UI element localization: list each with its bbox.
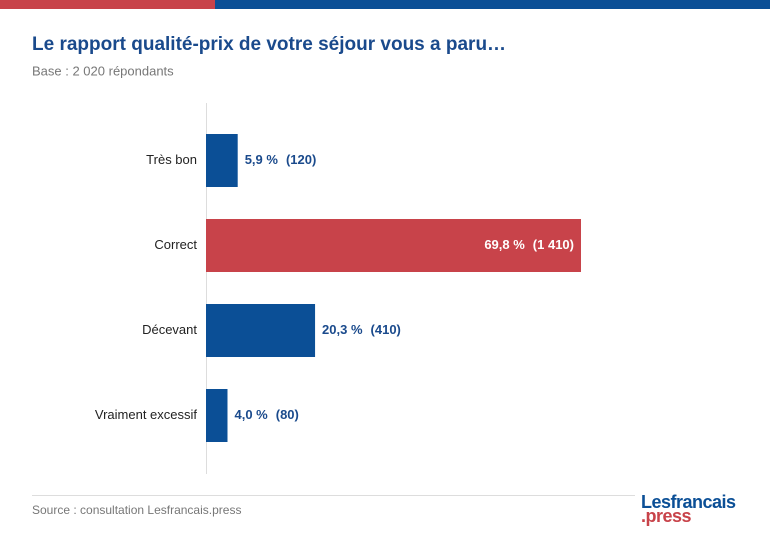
count-label: (120) — [286, 152, 316, 167]
logo: Lesfrancais — [641, 492, 736, 512]
chart-title: Le rapport qualité-prix de votre séjour … — [32, 34, 506, 55]
count-label: (1 410) — [533, 237, 574, 252]
top-bar-blue — [215, 0, 770, 9]
top-bar-red — [0, 0, 215, 9]
logo: .press — [641, 506, 692, 526]
chart-subtitle: Base : 2 020 répondants — [32, 63, 174, 78]
y-tick-label: Très bon — [146, 152, 197, 167]
y-tick-label: Vraiment excessif — [95, 407, 197, 422]
source: Source : consultation Lesfrancais.press — [32, 503, 241, 517]
value-label: 5,9 % — [245, 152, 279, 167]
y-tick-label: Décevant — [142, 322, 197, 337]
value-label: 69,8 % — [484, 237, 525, 252]
y-tick-label: Correct — [154, 237, 197, 252]
count-label: (410) — [371, 322, 401, 337]
value-label: 20,3 % — [322, 322, 363, 337]
value-label: 4,0 % — [234, 407, 268, 422]
bar — [206, 219, 581, 272]
bar — [206, 134, 238, 187]
bar — [206, 304, 316, 357]
count-label: (80) — [276, 407, 299, 422]
bar — [206, 389, 228, 442]
